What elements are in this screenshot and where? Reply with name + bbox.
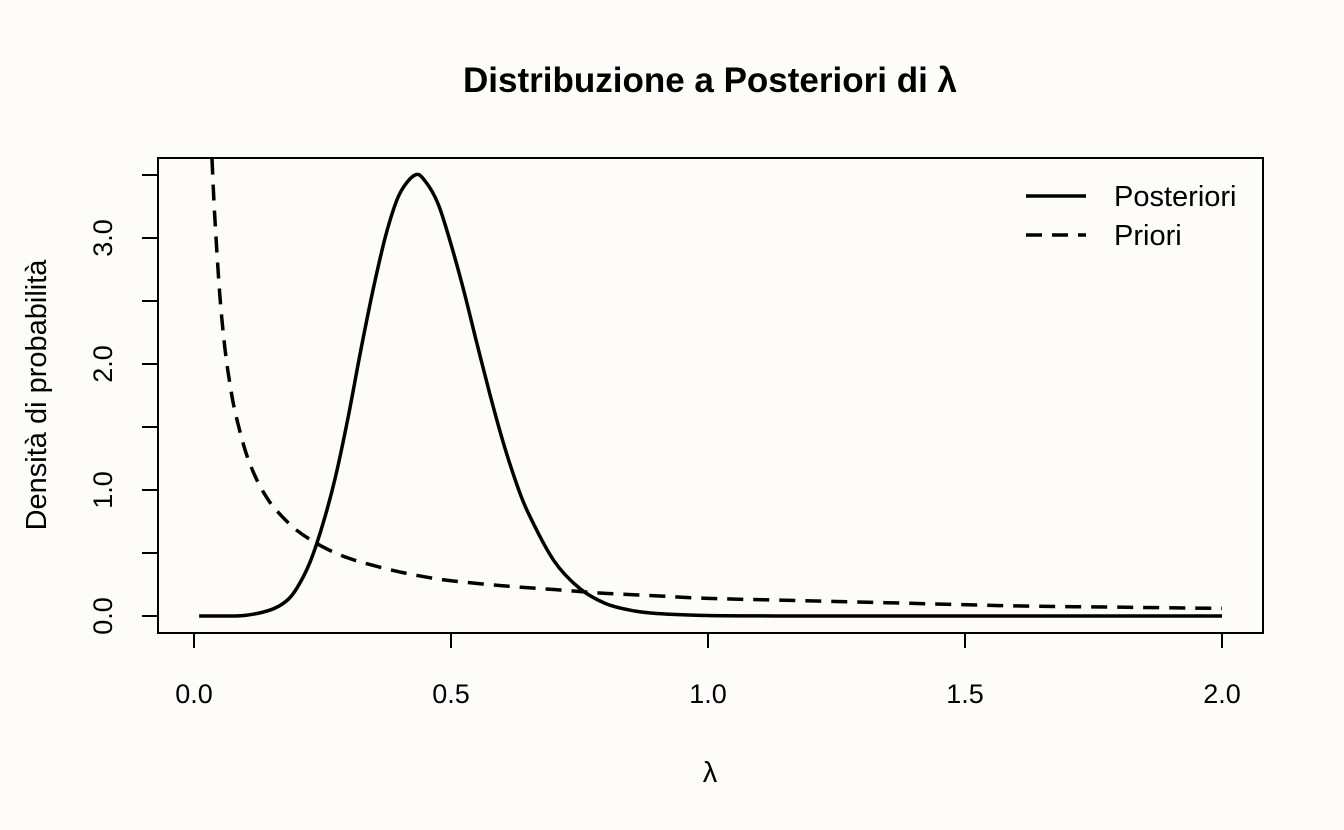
series-line-priori [210, 158, 1223, 611]
legend-label-priori: Priori [1114, 220, 1182, 252]
x-tick-label: 0.5 [432, 679, 470, 709]
x-tick-label: 0.0 [175, 679, 213, 709]
y-axis-label: Densità di probabilità [21, 259, 53, 531]
y-axis: 0.0 1.0 2.0 3.0 [88, 174, 159, 635]
x-tick-label: 2.0 [1203, 679, 1241, 709]
y-tick-label: 1.0 [88, 471, 118, 509]
x-tick-label: 1.0 [689, 679, 727, 709]
plot-frame [157, 157, 1264, 634]
y-tick-label: 3.0 [88, 219, 118, 257]
x-axis: 0.0 0.5 1.0 1.5 2.0 [175, 632, 1241, 709]
x-axis-label: λ [703, 757, 718, 789]
legend: Posteriori Priori [1026, 181, 1237, 252]
legend-label-posteriori: Posteriori [1114, 181, 1237, 213]
y-tick-label: 0.0 [88, 597, 118, 635]
chart-title: Distribuzione a Posteriori di λ [463, 61, 957, 100]
series-line-posteriori [199, 172, 1222, 618]
y-tick-label: 2.0 [88, 345, 118, 383]
x-tick-label: 1.5 [946, 679, 984, 709]
